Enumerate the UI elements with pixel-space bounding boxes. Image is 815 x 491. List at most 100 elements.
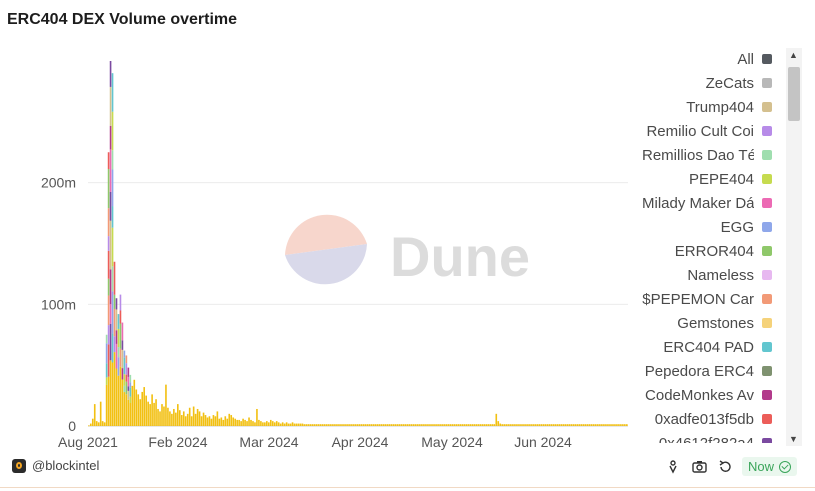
- bar-segment: [194, 413, 197, 426]
- author-link[interactable]: @blockintel: [12, 458, 99, 473]
- bar-segment: [584, 424, 587, 426]
- bar-segment: [396, 424, 399, 426]
- bar-segment: [161, 404, 163, 426]
- bar-segment: [327, 424, 329, 426]
- bar-segment: [175, 412, 177, 426]
- bar-segment: [323, 424, 325, 426]
- bar-segment: [548, 424, 551, 426]
- bar-segment: [507, 424, 509, 426]
- bar-segment: [434, 424, 436, 426]
- bar-segment: [586, 424, 589, 426]
- bar-segment: [469, 424, 472, 426]
- watermark-logo-bottom: [285, 244, 367, 285]
- bar-segment: [125, 355, 128, 364]
- bar-segment: [578, 424, 581, 426]
- bar-segment: [157, 408, 159, 426]
- bar-segment: [109, 360, 112, 426]
- bar-segment: [562, 424, 565, 426]
- refresh-icon[interactable]: [716, 458, 734, 476]
- bar-segment: [129, 374, 132, 383]
- bar-segment: [127, 386, 130, 391]
- bar-segment: [392, 424, 395, 426]
- legend-item[interactable]: Trump404: [686, 96, 772, 118]
- bar-segment: [538, 424, 541, 426]
- bar-segment: [129, 403, 132, 426]
- legend-scrollbar[interactable]: ▲ ▼: [786, 48, 802, 446]
- bar-segment: [596, 424, 598, 426]
- legend-swatch: [762, 174, 772, 184]
- bar-segment: [430, 424, 432, 426]
- bar-segment: [564, 424, 567, 426]
- legend-item[interactable]: Nameless: [687, 264, 772, 286]
- bar-segment: [105, 377, 108, 385]
- bar-segment: [198, 411, 201, 426]
- refresh-status-badge: Now: [742, 457, 798, 476]
- legend-item[interactable]: ERROR404: [675, 240, 772, 262]
- legend-item[interactable]: Remilio Cult Coi: [646, 120, 772, 142]
- bar-segment: [119, 366, 122, 426]
- bar-segment: [111, 362, 114, 426]
- bar-segment: [370, 424, 373, 426]
- bar-segment: [418, 424, 420, 426]
- legend-item[interactable]: CodeMonkes Av: [645, 384, 772, 406]
- bar-segment: [147, 401, 149, 426]
- fork-icon[interactable]: [664, 458, 682, 476]
- bar-segment: [222, 419, 225, 426]
- bar-segment: [325, 424, 327, 426]
- bar-segment: [485, 424, 488, 426]
- legend-item[interactable]: EGG: [721, 216, 772, 238]
- bar-segment: [97, 422, 100, 426]
- bar-segment: [461, 424, 464, 426]
- legend-item[interactable]: Remillios Dao Té: [642, 144, 772, 166]
- bar-segment: [329, 424, 331, 426]
- bar-segment: [402, 424, 405, 426]
- scroll-thumb[interactable]: [788, 67, 800, 121]
- legend-label: Trump404: [686, 98, 754, 116]
- bar-segment: [117, 375, 120, 426]
- legend-label: 0x4612f282a4: [658, 434, 754, 444]
- bar-segment: [143, 387, 145, 426]
- bar-segment: [307, 424, 310, 426]
- legend-item[interactable]: 0xadfe013f5db: [655, 408, 772, 430]
- bar-segment: [414, 424, 416, 426]
- bar-segment: [202, 412, 205, 426]
- legend-item[interactable]: 0x4612f282a4: [659, 432, 772, 443]
- legend-item[interactable]: All: [737, 48, 772, 70]
- bar-segment: [626, 424, 628, 426]
- bar-segment: [91, 418, 94, 426]
- bar-segment: [343, 424, 345, 426]
- bar-segment: [442, 424, 444, 426]
- legend-item[interactable]: Gemstones: [677, 312, 772, 334]
- legend-item[interactable]: ERC404 PAD: [663, 336, 772, 358]
- legend-item[interactable]: Pepedora ERC4: [645, 360, 772, 382]
- bar-segment: [542, 424, 545, 426]
- scroll-up-icon[interactable]: ▲: [789, 50, 798, 60]
- bar-segment: [620, 424, 622, 426]
- bar-segment: [384, 424, 387, 426]
- legend-item[interactable]: Milady Maker Dá: [642, 192, 772, 214]
- bar-segment: [331, 424, 333, 426]
- legend-label: $PEPEMON Car: [642, 290, 754, 308]
- bar-segment: [451, 424, 454, 426]
- watermark-logo-top: [285, 214, 367, 255]
- bar-segment: [127, 376, 130, 387]
- camera-icon[interactable]: [690, 458, 708, 476]
- bar-segment: [394, 424, 397, 426]
- bar-segment: [465, 424, 468, 426]
- legend-item[interactable]: PEPE404: [689, 168, 772, 190]
- x-tick-label: Jun 2024: [514, 434, 572, 450]
- bar-segment: [448, 424, 450, 426]
- bar-segment: [242, 418, 244, 426]
- bar-segment: [109, 323, 112, 361]
- bar-segment: [489, 424, 492, 426]
- bar-segment: [560, 424, 563, 426]
- bar-segment: [180, 415, 183, 426]
- legend-item[interactable]: $PEPEMON Car: [642, 288, 772, 310]
- bar-segment: [481, 424, 484, 426]
- scroll-down-icon[interactable]: ▼: [789, 434, 798, 444]
- legend-label: Remilio Cult Coi: [646, 122, 754, 140]
- legend-item[interactable]: ZeCats: [706, 72, 772, 94]
- legend-label: ERROR404: [674, 242, 754, 260]
- bar-segment: [440, 424, 442, 426]
- bar-segment: [115, 330, 118, 344]
